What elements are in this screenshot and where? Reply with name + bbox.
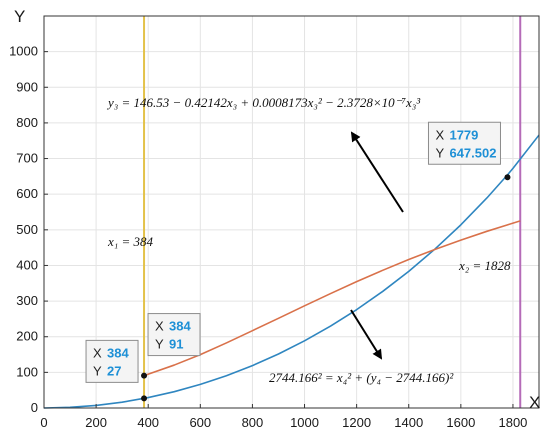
x-tick-label: 600 [189, 415, 211, 430]
x1-annotation: x₁ = 384 [107, 234, 154, 249]
data-tip-box [427, 121, 501, 165]
data-tip-x-label: X [155, 319, 164, 334]
arrow-to-circle [350, 309, 383, 360]
ticks: 0 200 400 600 800 1000 1200 1400 1600 1800 0 100 200… [9, 44, 527, 430]
data-tip-x-value: 384 [169, 319, 191, 334]
series [43, 134, 540, 409]
vertical-lines [143, 16, 522, 408]
plot-border [43, 15, 540, 409]
x-tick-label: 200 [85, 415, 107, 430]
y-tick-label: 0 [31, 400, 38, 415]
data-tip-marker[interactable] [504, 174, 511, 181]
y-tick-label: 800 [16, 115, 38, 130]
data-tip-y-label: Y [155, 337, 164, 352]
data-tips: X 384 Y 27 X 384 Y 91 X 1779 Y 647.502 [85, 121, 511, 402]
polynomial-equation: y₃ = 146.53 − 0.42142x₃ + 0.0008173x₃² −… [106, 95, 421, 110]
y-tick-label: 400 [16, 257, 38, 272]
data-tip[interactable]: X 384 Y 91 [141, 313, 201, 379]
y-tick-label: 500 [16, 222, 38, 237]
y-tick-label: 100 [16, 364, 38, 379]
data-tip-box [147, 313, 201, 357]
x-tick-label: 1400 [394, 415, 423, 430]
x2-annotation: x₂ = 1828 [458, 258, 511, 273]
data-tip-x-value: 384 [107, 345, 129, 360]
x-tick-label: 1200 [342, 415, 371, 430]
x-tick-label: 1000 [290, 415, 319, 430]
data-tip-y-value: 27 [107, 363, 121, 378]
data-tip[interactable]: X 1779 Y 647.502 [427, 121, 511, 181]
polynomial-curve [143, 220, 521, 377]
data-tip[interactable]: X 384 Y 27 [85, 339, 148, 402]
y-tick-label: 700 [16, 151, 38, 166]
x-axis-label: X [529, 393, 540, 412]
x-tick-label: 0 [40, 415, 47, 430]
x-tick-label: 400 [137, 415, 159, 430]
circle-curve [43, 134, 540, 409]
data-tip-x-value: 1779 [449, 127, 478, 142]
x-tick-label: 1800 [498, 415, 527, 430]
data-tip-box [85, 339, 139, 383]
x-tick-label: 1600 [446, 415, 475, 430]
data-tip-marker[interactable] [141, 372, 148, 379]
y-tick-label: 200 [16, 329, 38, 344]
y-tick-label: 300 [16, 293, 38, 308]
y-tick-label: 1000 [9, 44, 38, 59]
data-tip-x-label: X [435, 127, 444, 142]
data-tip-y-label: Y [93, 363, 102, 378]
data-tip-y-label: Y [435, 145, 444, 160]
x-tick-label: 800 [242, 415, 264, 430]
data-tip-marker[interactable] [141, 395, 148, 402]
grid [44, 16, 539, 408]
y-axis-label: Y [14, 7, 25, 26]
arrow-to-polynomial [350, 131, 404, 213]
data-tip-y-value: 91 [169, 337, 183, 352]
data-tip-x-label: X [93, 345, 102, 360]
y-tick-label: 900 [16, 79, 38, 94]
circle-equation: 2744.166² = x₄² + (y₄ − 2744.166)² [269, 370, 454, 385]
y-tick-label: 600 [16, 186, 38, 201]
data-tip-y-value: 647.502 [449, 145, 496, 160]
